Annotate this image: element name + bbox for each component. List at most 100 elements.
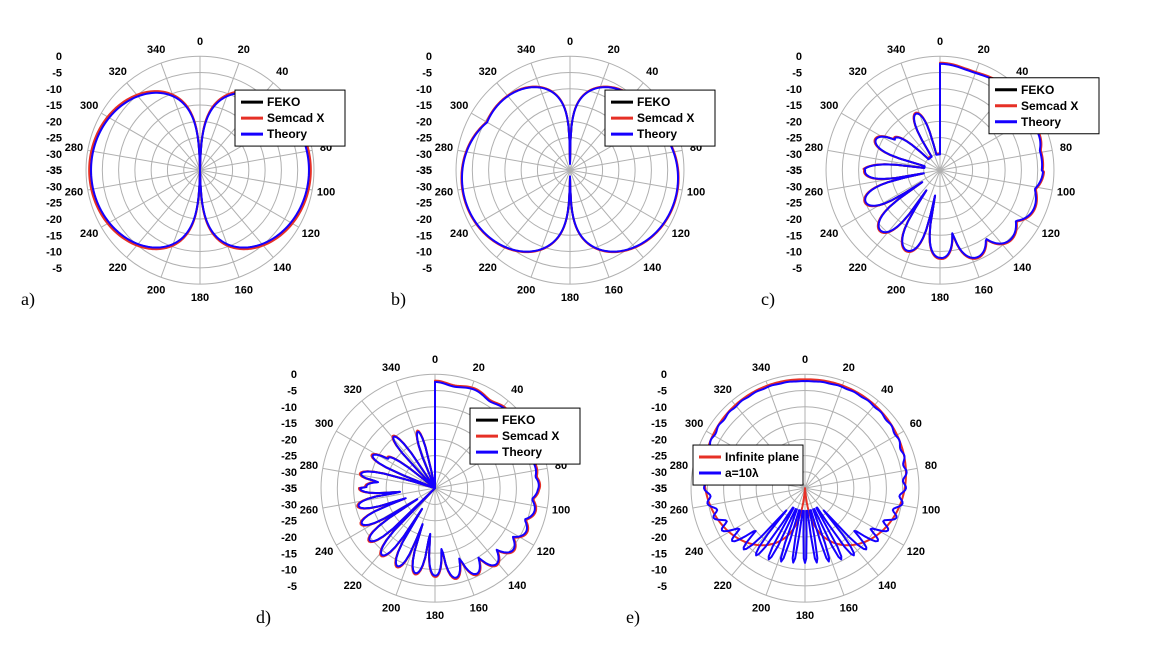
svg-text:-35: -35 [281,483,297,495]
svg-text:300: 300 [450,100,468,112]
svg-text:260: 260 [805,186,823,198]
svg-text:-15: -15 [651,548,667,560]
svg-text:180: 180 [191,292,209,304]
svg-text:320: 320 [849,66,867,78]
svg-text:140: 140 [273,262,291,274]
svg-text:0: 0 [291,369,297,381]
svg-text:-30: -30 [651,499,667,511]
svg-text:320: 320 [714,384,732,396]
svg-text:-35: -35 [416,165,432,177]
svg-text:-10: -10 [281,565,297,577]
svg-text:-20: -20 [416,116,432,128]
svg-text:a=10λ: a=10λ [725,466,759,480]
polar-chart-c: 0204060801001201401601802002202402602803… [779,10,1129,318]
svg-text:260: 260 [435,186,453,198]
svg-text:160: 160 [235,284,253,296]
svg-text:100: 100 [922,504,940,516]
svg-text:-30: -30 [651,467,667,479]
svg-text:0: 0 [567,36,573,48]
svg-text:40: 40 [881,384,893,396]
svg-text:100: 100 [552,504,570,516]
svg-text:-10: -10 [46,247,62,259]
svg-text:340: 340 [887,44,905,56]
svg-text:260: 260 [300,504,318,516]
svg-text:320: 320 [344,384,362,396]
svg-text:-5: -5 [52,67,62,79]
svg-text:200: 200 [752,602,770,614]
svg-text:FEKO: FEKO [502,413,535,427]
svg-text:0: 0 [937,36,943,48]
svg-text:-10: -10 [786,247,802,259]
svg-text:-10: -10 [416,84,432,96]
svg-text:40: 40 [511,384,523,396]
svg-text:FEKO: FEKO [637,95,670,109]
polar-chart-b: 0204060801001201401601802002202402602803… [409,10,759,318]
panel-d-label: d) [256,607,271,628]
svg-text:40: 40 [1016,66,1028,78]
svg-text:260: 260 [65,186,83,198]
svg-text:-15: -15 [786,230,802,242]
svg-text:0: 0 [661,369,667,381]
svg-text:280: 280 [670,460,688,472]
svg-text:20: 20 [978,44,990,56]
svg-text:-25: -25 [46,133,62,145]
svg-text:-5: -5 [52,263,62,275]
svg-text:20: 20 [843,362,855,374]
svg-text:280: 280 [435,142,453,154]
svg-text:180: 180 [426,610,444,622]
svg-text:FEKO: FEKO [1021,83,1054,97]
svg-text:20: 20 [238,44,250,56]
svg-text:-35: -35 [786,165,802,177]
svg-text:300: 300 [820,100,838,112]
svg-text:180: 180 [561,292,579,304]
svg-text:60: 60 [910,418,922,430]
svg-text:220: 220 [109,262,127,274]
svg-text:340: 340 [517,44,535,56]
svg-text:-5: -5 [657,581,667,593]
svg-text:100: 100 [317,186,335,198]
svg-text:-5: -5 [287,385,297,397]
svg-text:320: 320 [109,66,127,78]
svg-text:220: 220 [849,262,867,274]
svg-text:20: 20 [608,44,620,56]
svg-text:0: 0 [426,51,432,63]
svg-text:-10: -10 [651,402,667,414]
svg-text:140: 140 [643,262,661,274]
svg-text:-25: -25 [786,198,802,210]
svg-text:0: 0 [56,51,62,63]
svg-text:300: 300 [685,418,703,430]
svg-text:140: 140 [1013,262,1031,274]
svg-text:-15: -15 [651,418,667,430]
svg-text:220: 220 [479,262,497,274]
svg-text:80: 80 [925,460,937,472]
svg-text:-25: -25 [46,198,62,210]
svg-text:340: 340 [382,362,400,374]
svg-text:120: 120 [302,228,320,240]
panel-e-label: e) [626,607,640,628]
panel-a-wrap: a) 0204060801001201401601802002202402602… [39,10,389,318]
panel-e-wrap: e) 0204060801001201401601802002202402602… [644,328,994,636]
svg-text:-10: -10 [786,84,802,96]
svg-text:200: 200 [382,602,400,614]
svg-text:-25: -25 [651,451,667,463]
svg-text:140: 140 [878,580,896,592]
svg-text:-25: -25 [786,133,802,145]
svg-text:-5: -5 [422,263,432,275]
svg-text:-15: -15 [416,100,432,112]
svg-text:-15: -15 [281,548,297,560]
svg-text:-30: -30 [46,149,62,161]
svg-text:-15: -15 [786,100,802,112]
svg-text:200: 200 [887,284,905,296]
polar-chart-a: 0204060801001201401601802002202402602803… [39,10,389,318]
svg-text:140: 140 [508,580,526,592]
svg-text:320: 320 [479,66,497,78]
svg-text:-30: -30 [416,149,432,161]
svg-text:120: 120 [672,228,690,240]
svg-text:40: 40 [276,66,288,78]
svg-text:Infinite plane: Infinite plane [725,450,799,464]
svg-text:-20: -20 [786,116,802,128]
svg-text:300: 300 [315,418,333,430]
svg-text:160: 160 [840,602,858,614]
svg-text:180: 180 [796,610,814,622]
svg-text:280: 280 [65,142,83,154]
